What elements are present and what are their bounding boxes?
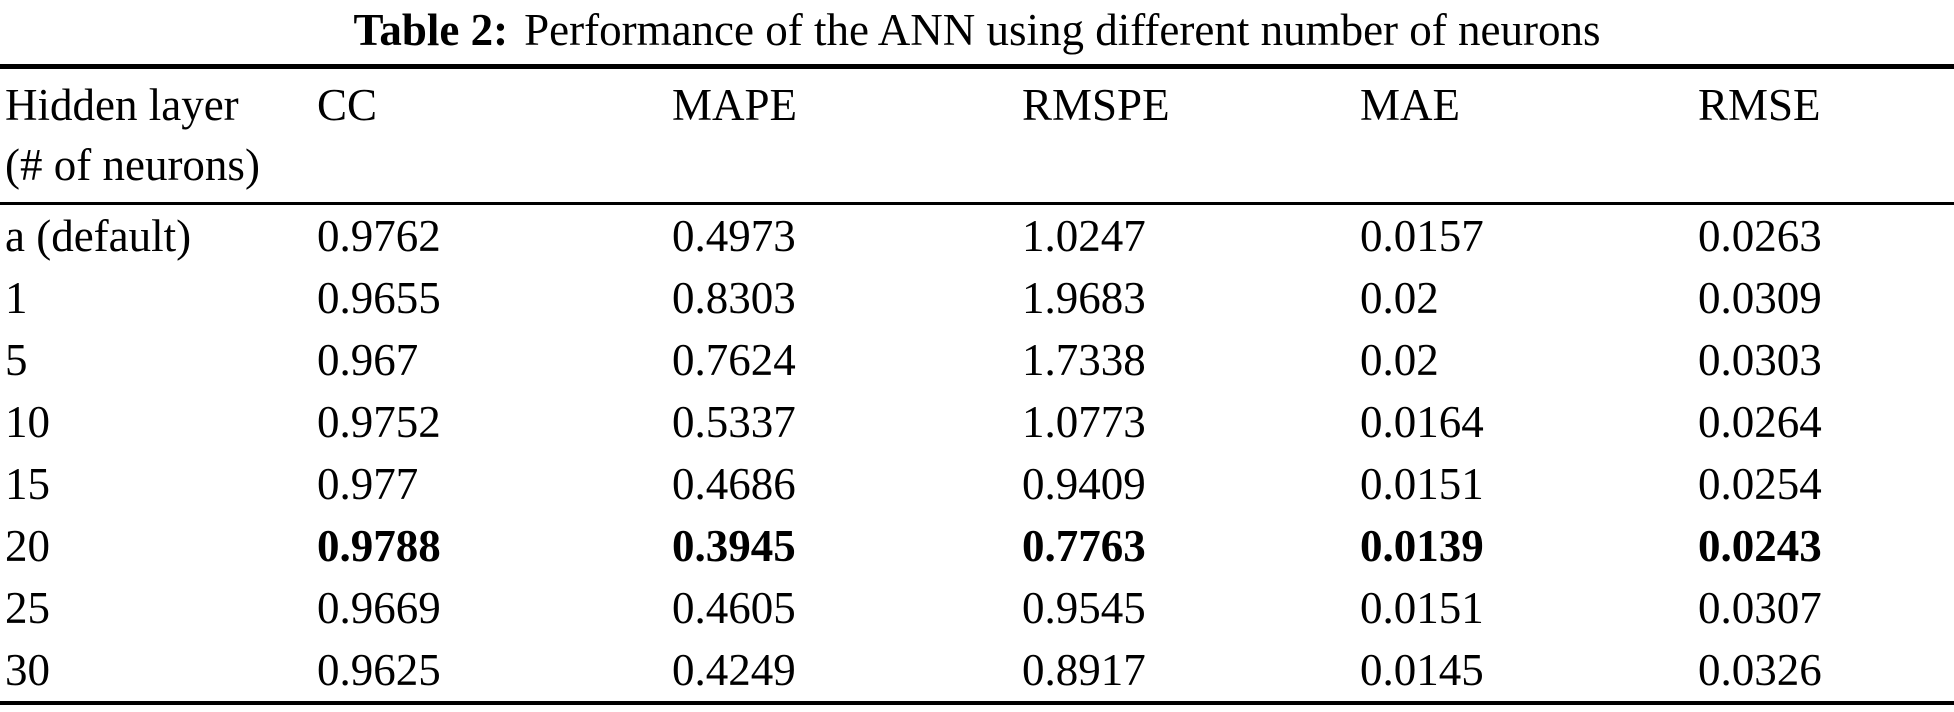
column-header-rmspe: RMSPE	[1022, 66, 1360, 205]
cell-rmse: 0.0307	[1698, 583, 1822, 633]
cell-rmspe: 0.8917	[1022, 645, 1146, 695]
cell-rmspe: 0.9409	[1022, 459, 1146, 509]
table-caption-text: Performance of the ANN using different n…	[524, 5, 1601, 55]
row-label: 1	[5, 273, 28, 323]
table-header: Hidden layer (# of neurons) CC MAPE RMSP…	[0, 66, 1954, 205]
cell-mape: 0.8303	[672, 273, 796, 323]
header-row: Hidden layer (# of neurons) CC MAPE RMSP…	[0, 66, 1954, 205]
cell-rmspe: 1.0247	[1022, 211, 1146, 261]
cell-cc: 0.9762	[317, 211, 441, 261]
cell-mape: 0.3945	[672, 521, 796, 571]
cell-rmse: 0.0303	[1698, 335, 1822, 385]
cell-cc: 0.9625	[317, 645, 441, 695]
cell-mae: 0.0157	[1360, 211, 1484, 261]
table-body: a (default) 0.9762 0.4973 1.0247 0.0157 …	[0, 204, 1954, 704]
cell-rmspe: 0.9545	[1022, 583, 1146, 633]
cell-cc: 0.9655	[317, 273, 441, 323]
row-label: 20	[5, 521, 50, 571]
cell-cc: 0.9752	[317, 397, 441, 447]
table-row: 15 0.977 0.4686 0.9409 0.0151 0.0254	[0, 453, 1954, 515]
row-label: 5	[5, 335, 28, 385]
column-header-mape: MAPE	[672, 66, 1022, 205]
row-label: 30	[5, 645, 50, 695]
cell-mae: 0.02	[1360, 335, 1439, 385]
cell-cc: 0.967	[317, 335, 419, 385]
cell-mae: 0.0139	[1360, 521, 1484, 571]
table-row: 10 0.9752 0.5337 1.0773 0.0164 0.0264	[0, 391, 1954, 453]
performance-table: Hidden layer (# of neurons) CC MAPE RMSP…	[0, 64, 1954, 705]
cell-cc: 0.9788	[317, 521, 441, 571]
table-row: 30 0.9625 0.4249 0.8917 0.0145 0.0326	[0, 639, 1954, 703]
cell-mape: 0.7624	[672, 335, 796, 385]
table-row-best: 20 0.9788 0.3945 0.7763 0.0139 0.0243	[0, 515, 1954, 577]
table-row: a (default) 0.9762 0.4973 1.0247 0.0157 …	[0, 204, 1954, 268]
cell-rmse: 0.0263	[1698, 211, 1822, 261]
cell-mape: 0.4249	[672, 645, 796, 695]
table-row: 5 0.967 0.7624 1.7338 0.02 0.0303	[0, 329, 1954, 391]
cell-mae: 0.0164	[1360, 397, 1484, 447]
cell-rmse: 0.0243	[1698, 521, 1822, 571]
cell-rmspe: 0.7763	[1022, 521, 1146, 571]
cell-rmse: 0.0309	[1698, 273, 1822, 323]
row-label: 25	[5, 583, 50, 633]
cell-mae: 0.0151	[1360, 583, 1484, 633]
cell-mae: 0.0151	[1360, 459, 1484, 509]
row-label: 10	[5, 397, 50, 447]
column-header-mae: MAE	[1360, 66, 1698, 205]
table-caption: Table 2: Performance of the ANN using dif…	[0, 0, 1954, 64]
cell-mape: 0.4686	[672, 459, 796, 509]
column-header-hidden-layer: Hidden layer (# of neurons)	[0, 66, 317, 205]
table-caption-label: Table 2:	[353, 5, 509, 55]
cell-cc: 0.977	[317, 459, 419, 509]
cell-mape: 0.5337	[672, 397, 796, 447]
cell-cc: 0.9669	[317, 583, 441, 633]
row-label: a (default)	[5, 211, 192, 261]
cell-mape: 0.4605	[672, 583, 796, 633]
cell-rmse: 0.0264	[1698, 397, 1822, 447]
table-row: 1 0.9655 0.8303 1.9683 0.02 0.0309	[0, 267, 1954, 329]
column-header-rmse: RMSE	[1698, 66, 1954, 205]
cell-rmse: 0.0326	[1698, 645, 1822, 695]
cell-rmse: 0.0254	[1698, 459, 1822, 509]
cell-rmspe: 1.7338	[1022, 335, 1146, 385]
cell-mae: 0.02	[1360, 273, 1439, 323]
cell-mae: 0.0145	[1360, 645, 1484, 695]
column-header-cc: CC	[317, 66, 672, 205]
cell-mape: 0.4973	[672, 211, 796, 261]
cell-rmspe: 1.0773	[1022, 397, 1146, 447]
cell-rmspe: 1.9683	[1022, 273, 1146, 323]
table-row: 25 0.9669 0.4605 0.9545 0.0151 0.0307	[0, 577, 1954, 639]
row-label: 15	[5, 459, 50, 509]
